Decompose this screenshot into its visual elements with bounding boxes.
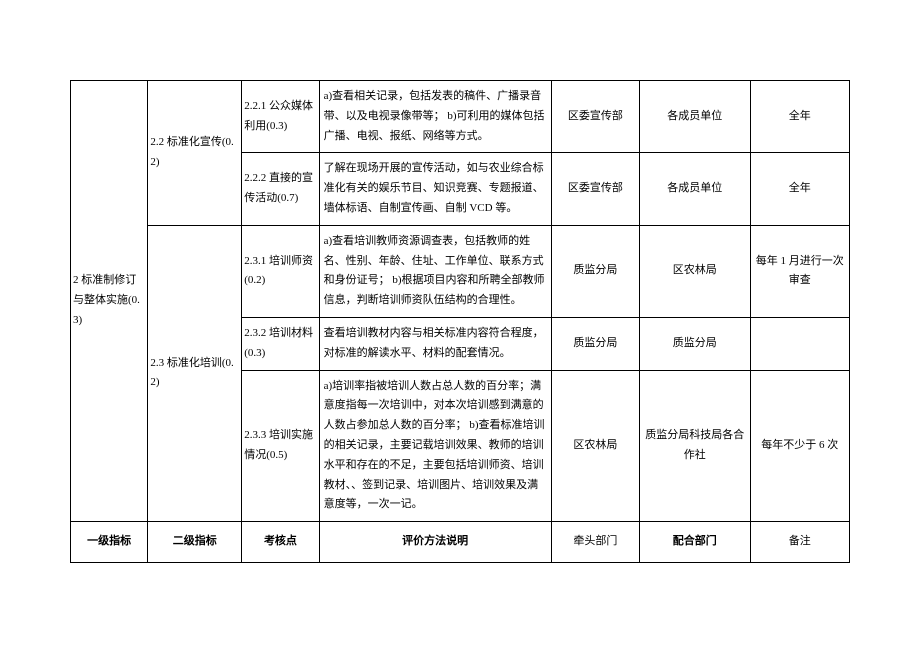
dept1-cell: 质监分局 (551, 225, 639, 317)
level3-cell: 2.3.2 培训材料(0.3) (242, 317, 319, 370)
note-cell: 每年不少于 6 次 (750, 370, 849, 522)
note-cell: 每年 1 月进行一次审查 (750, 225, 849, 317)
dept1-cell: 区委宣传部 (551, 153, 639, 225)
header-l1: 一级指标 (71, 522, 148, 563)
dept1-cell: 区农林局 (551, 370, 639, 522)
evaluation-table: 2 标准制修订与整体实施(0.3) 2.2 标准化宣传(0.2) 2.2.1 公… (70, 80, 850, 563)
level3-cell: 2.3.3 培训实施情况(0.5) (242, 370, 319, 522)
note-cell: 全年 (750, 153, 849, 225)
header-note: 备注 (750, 522, 849, 563)
level3-cell: 2.2.1 公众媒体利用(0.3) (242, 81, 319, 153)
desc-cell: a)查看相关记录，包括发表的稿件、广播录音带、以及电视录像带等； b)可利用的媒… (319, 81, 551, 153)
table-row: 2.3 标准化培训(0.2) 2.3.1 培训师资(0.2) a)查看培训教师资… (71, 225, 850, 317)
dept2-cell: 区农林局 (640, 225, 750, 317)
level2-cell: 2.3 标准化培训(0.2) (148, 225, 242, 521)
header-dept2: 配合部门 (640, 522, 750, 563)
desc-cell: a)查看培训教师资源调查表，包括教师的姓名、性别、年龄、住址、工作单位、联系方式… (319, 225, 551, 317)
header-dept1: 牵头部门 (551, 522, 639, 563)
dept2-cell: 各成员单位 (640, 153, 750, 225)
desc-cell: a)培训率指被培训人数占总人数的百分率；满意度指每一次培训中，对本次培训感到满意… (319, 370, 551, 522)
note-cell (750, 317, 849, 370)
table-header-row: 一级指标 二级指标 考核点 评价方法说明 牵头部门 配合部门 备注 (71, 522, 850, 563)
level1-cell: 2 标准制修订与整体实施(0.3) (71, 81, 148, 522)
header-l3: 考核点 (242, 522, 319, 563)
desc-cell: 查看培训教材内容与相关标准内容符合程度，对标准的解读水平、材料的配套情况。 (319, 317, 551, 370)
header-l2: 二级指标 (148, 522, 242, 563)
note-cell: 全年 (750, 81, 849, 153)
level3-cell: 2.2.2 直接的宣传活动(0.7) (242, 153, 319, 225)
dept2-cell: 各成员单位 (640, 81, 750, 153)
dept2-cell: 质监分局科技局各合作社 (640, 370, 750, 522)
dept1-cell: 质监分局 (551, 317, 639, 370)
level2-cell: 2.2 标准化宣传(0.2) (148, 81, 242, 226)
dept2-cell: 质监分局 (640, 317, 750, 370)
desc-cell: 了解在现场开展的宣传活动，如与农业综合标准化有关的娱乐节目、知识竞赛、专题报道、… (319, 153, 551, 225)
table-row: 2 标准制修订与整体实施(0.3) 2.2 标准化宣传(0.2) 2.2.1 公… (71, 81, 850, 153)
level3-cell: 2.3.1 培训师资(0.2) (242, 225, 319, 317)
header-desc: 评价方法说明 (319, 522, 551, 563)
dept1-cell: 区委宣传部 (551, 81, 639, 153)
